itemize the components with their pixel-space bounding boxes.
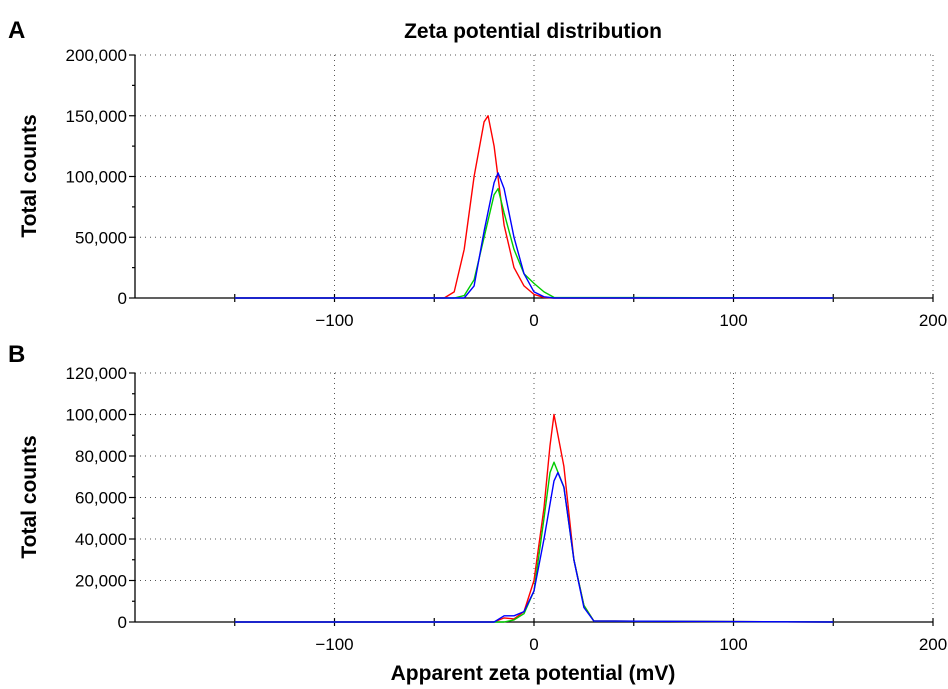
y-tick-label: 0 — [118, 613, 127, 632]
x-tick-label: −100 — [315, 311, 353, 330]
series-line-3 — [234, 471, 834, 623]
x-tick-label: −100 — [315, 635, 353, 654]
x-tick-label: 100 — [719, 311, 747, 330]
chart-title: Zeta potential distribution — [404, 20, 662, 43]
panel-label: B — [8, 341, 25, 368]
y-tick-label: 120,000 — [66, 364, 127, 383]
x-tick-label: 200 — [919, 311, 947, 330]
panel-label: A — [8, 17, 25, 44]
x-tick-label: 200 — [919, 635, 947, 654]
x-tick-label: 0 — [529, 635, 538, 654]
y-tick-label: 80,000 — [75, 447, 127, 466]
y-axis-title: Total counts — [18, 114, 41, 237]
x-tick-label: 100 — [719, 635, 747, 654]
y-tick-label: 150,000 — [66, 107, 127, 126]
y-tick-label: 60,000 — [75, 489, 127, 508]
series-line-2 — [234, 187, 834, 299]
y-tick-label: 100,000 — [66, 406, 127, 425]
y-tick-label: 20,000 — [75, 572, 127, 591]
panel-b: −100 0 100 200 0 20,000 40,000 60,000 80,000 100,… — [8, 341, 947, 654]
y-tick-label: 50,000 — [75, 228, 127, 247]
y-tick-label: 40,000 — [75, 530, 127, 549]
x-tick-label: 0 — [529, 311, 538, 330]
y-tick-label: 100,000 — [66, 168, 127, 187]
panel-a: −100 0 100 200 0 50,000 100,000 150,000 200,000 A… — [8, 17, 947, 330]
x-axis-title: Apparent zeta potential (mV) — [391, 662, 676, 685]
y-tick-label: 200,000 — [66, 46, 127, 65]
y-tick-label: 0 — [118, 289, 127, 308]
series-line-1 — [234, 115, 834, 299]
y-axis-title: Total counts — [18, 435, 41, 558]
series-line-3 — [234, 172, 834, 299]
